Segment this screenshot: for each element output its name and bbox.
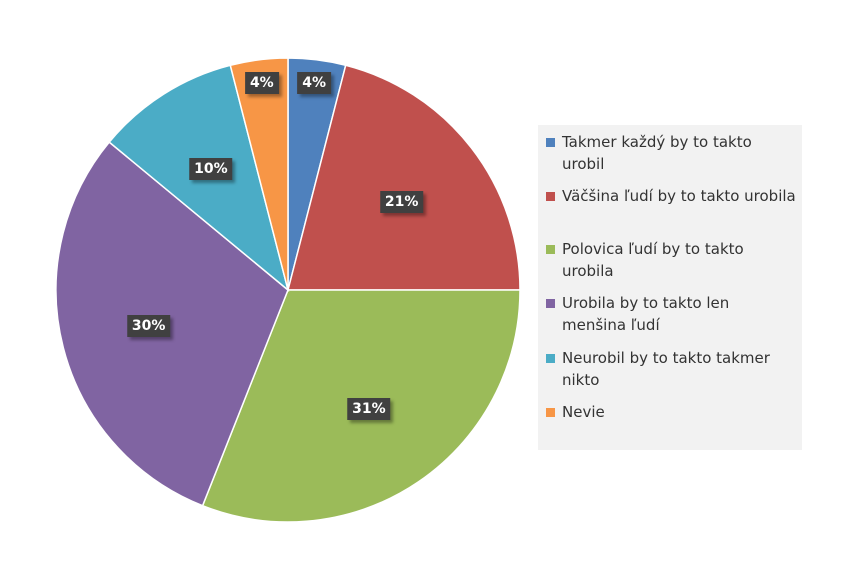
slice-data-label: 31% [347, 397, 391, 420]
slice-data-label: 21% [379, 190, 424, 213]
legend-entry: Väčšina ľudí by to takto urobila [546, 185, 796, 207]
legend-swatch [546, 299, 555, 308]
legend-label: Takmer každý by to takto urobil [562, 133, 752, 173]
pie-slice [229, 57, 289, 291]
legend-label: Polovica ľudí by to takto urobila [562, 240, 744, 280]
pie-slice [55, 141, 289, 507]
legend-swatch [546, 138, 555, 147]
legend-entry: Urobila by to takto len menšina ľudí [546, 292, 796, 336]
legend-entry: Neurobil by to takto takmer nikto [546, 347, 796, 391]
slice-data-label: 4% [297, 71, 332, 94]
legend-label: Neurobil by to takto takmer nikto [562, 349, 770, 389]
legend-label: Väčšina ľudí by to takto urobila [562, 187, 796, 205]
legend-entry: Polovica ľudí by to takto urobila [546, 238, 796, 282]
legend-swatch [546, 408, 555, 417]
slice-data-label: 30% [126, 314, 171, 337]
legend-swatch [546, 192, 555, 201]
chart-legend: Takmer každý by to takto urobil Väčšina … [538, 125, 802, 450]
legend-swatch [546, 245, 555, 254]
pie-slice [287, 64, 521, 291]
legend-label: Nevie [562, 403, 605, 421]
slice-data-label: 4% [244, 71, 279, 94]
legend-entry: Takmer každý by to takto urobil [546, 131, 796, 175]
slice-data-label: 10% [189, 157, 233, 180]
legend-entry: Nevie [546, 401, 796, 423]
legend-label: Urobila by to takto len menšina ľudí [562, 294, 730, 334]
legend-swatch [546, 354, 555, 363]
